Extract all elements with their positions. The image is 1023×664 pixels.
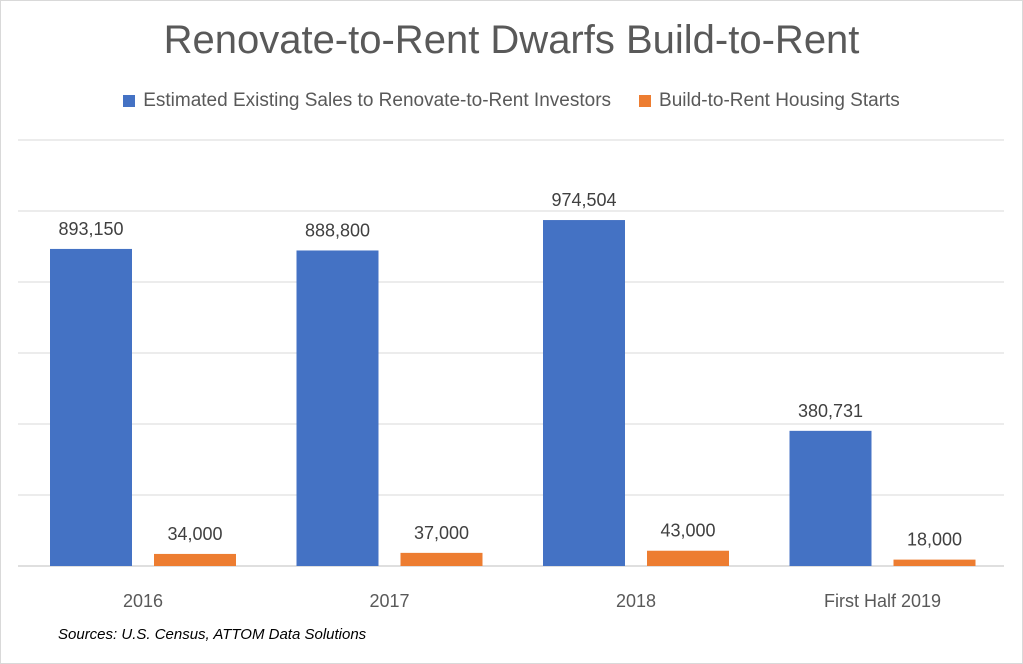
bar-renovate-to-rent xyxy=(296,250,379,566)
bar-build-to-rent xyxy=(400,552,483,566)
source-note: Sources: U.S. Census, ATTOM Data Solutio… xyxy=(58,626,367,643)
data-label-renovate-to-rent: 974,504 xyxy=(551,190,616,210)
x-tick-label: 2017 xyxy=(369,591,409,611)
data-label-renovate-to-rent: 888,800 xyxy=(305,220,370,240)
data-label-build-to-rent: 43,000 xyxy=(660,521,715,541)
legend-label-build-to-rent: Build-to-Rent Housing Starts xyxy=(659,90,900,111)
bar-build-to-rent xyxy=(893,559,976,566)
data-label-build-to-rent: 34,000 xyxy=(167,524,222,544)
data-label-build-to-rent: 18,000 xyxy=(907,530,962,550)
data-label-build-to-rent: 37,000 xyxy=(414,523,469,543)
legend-item-renovate-to-rent: Estimated Existing Sales to Renovate-to-… xyxy=(123,90,611,112)
legend-label-renovate-to-rent: Estimated Existing Sales to Renovate-to-… xyxy=(143,90,612,111)
bar-renovate-to-rent xyxy=(50,248,132,566)
data-label-renovate-to-rent: 380,731 xyxy=(798,401,863,421)
x-tick-label: 2018 xyxy=(616,591,656,611)
x-tick-label: First Half 2019 xyxy=(824,591,941,611)
bar-renovate-to-rent xyxy=(789,430,872,566)
legend-swatch-renovate-to-rent xyxy=(123,95,136,107)
data-label-renovate-to-rent: 893,150 xyxy=(58,219,123,239)
legend-item-build-to-rent: Build-to-Rent Housing Starts xyxy=(639,90,900,112)
bar-build-to-rent xyxy=(647,550,729,566)
chart-legend: Estimated Existing Sales to Renovate-to-… xyxy=(0,90,1023,112)
x-tick-label: 2016 xyxy=(123,591,163,611)
chart-title: Renovate-to-Rent Dwarfs Build-to-Rent xyxy=(163,18,860,62)
bar-build-to-rent xyxy=(154,553,236,566)
bar-renovate-to-rent xyxy=(543,220,625,566)
legend-swatch-build-to-rent xyxy=(639,95,652,107)
